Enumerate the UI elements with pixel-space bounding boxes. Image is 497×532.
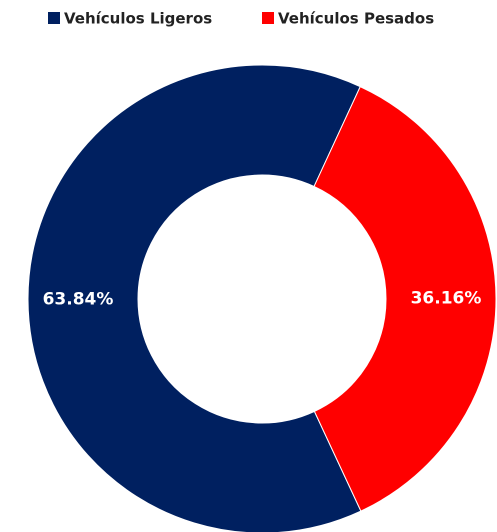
legend-label: Vehículos Ligeros: [64, 10, 212, 28]
legend-swatch: [262, 12, 274, 24]
data-label: 36.16%: [411, 289, 482, 309]
data-label: 63.84%: [43, 289, 114, 309]
slice: [27, 64, 362, 532]
legend-swatch: [48, 12, 60, 24]
slice: [313, 85, 497, 512]
legend-label: Vehículos Pesados: [278, 10, 434, 28]
